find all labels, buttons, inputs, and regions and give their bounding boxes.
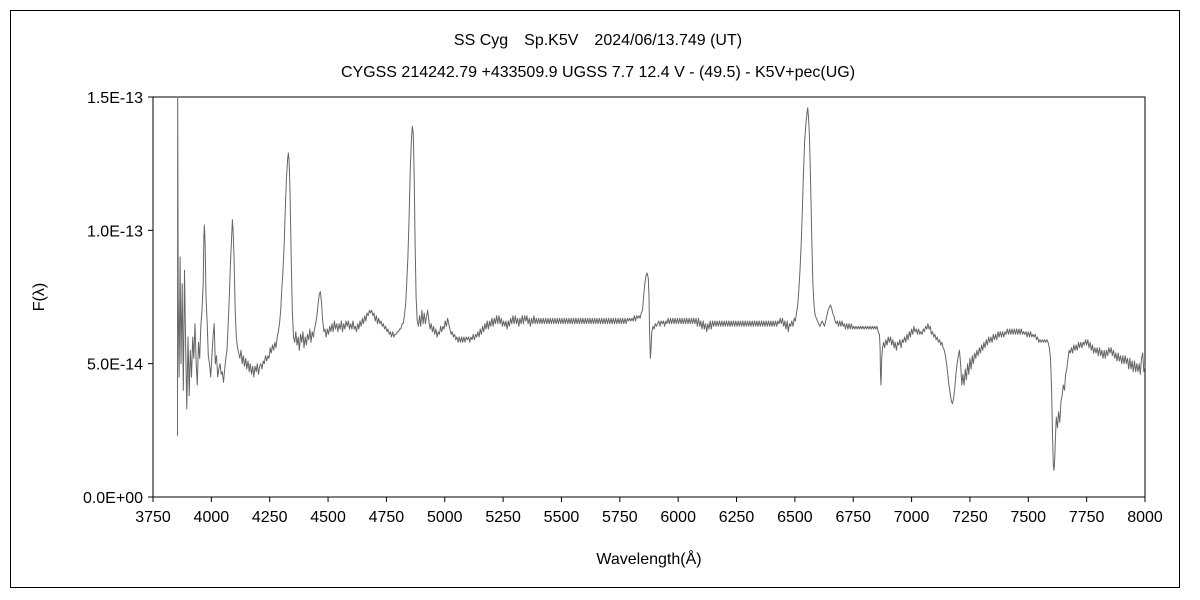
plot-area: [152, 96, 1146, 498]
x-tick-label: 6250: [719, 509, 755, 526]
x-tick-label: 4750: [369, 509, 405, 526]
y-tick-label: 1.5E-13: [87, 90, 143, 107]
spectrum-line: [177, 96, 1146, 471]
x-tick-label: 5250: [485, 509, 521, 526]
x-tick-label: 4000: [194, 509, 230, 526]
x-tick-label: 7250: [952, 509, 988, 526]
x-tick-label: 8000: [1127, 509, 1163, 526]
series-layer: [177, 96, 1146, 471]
x-tick-label: 6000: [660, 509, 696, 526]
x-tick-label: 5000: [427, 509, 463, 526]
x-tick-label: 3750: [135, 509, 171, 526]
x-tick-label: 7500: [1010, 509, 1046, 526]
x-tick-label: 5500: [544, 509, 580, 526]
spectrum-chart: SS Cyg Sp.K5V 2024/06/13.749 (UT) CYGSS …: [31, 32, 1163, 568]
y-tick-label: 5.0E-14: [87, 357, 143, 374]
x-tick-label: 4250: [252, 509, 288, 526]
chart-title: SS Cyg Sp.K5V 2024/06/13.749 (UT): [454, 32, 742, 49]
x-tick-label: 6750: [835, 509, 871, 526]
x-axis-ticks: 3750 4000 4250 4500 4750 5000 5250 5500 5750 6000…: [135, 497, 1163, 526]
x-axis-label: Wavelength(Å): [596, 549, 701, 568]
x-tick-label: 7750: [1069, 509, 1105, 526]
x-tick-label: 5750: [602, 509, 638, 526]
y-axis-label: F(λ): [31, 283, 48, 311]
y-tick-label: 1.0E-13: [87, 223, 143, 240]
x-tick-label: 7000: [894, 509, 930, 526]
chart-subtitle: CYGSS 214242.79 +433509.9 UGSS 7.7 12.4 …: [341, 64, 855, 81]
y-axis-ticks: 0.0E+00 5.0E-14 1.0E-13 1.5E-13: [83, 90, 153, 507]
y-tick-label: 0.0E+00: [83, 490, 143, 507]
x-tick-label: 6500: [777, 509, 813, 526]
x-tick-label: 4500: [310, 509, 346, 526]
chart-frame: SS Cyg Sp.K5V 2024/06/13.749 (UT) CYGSS …: [10, 10, 1180, 588]
